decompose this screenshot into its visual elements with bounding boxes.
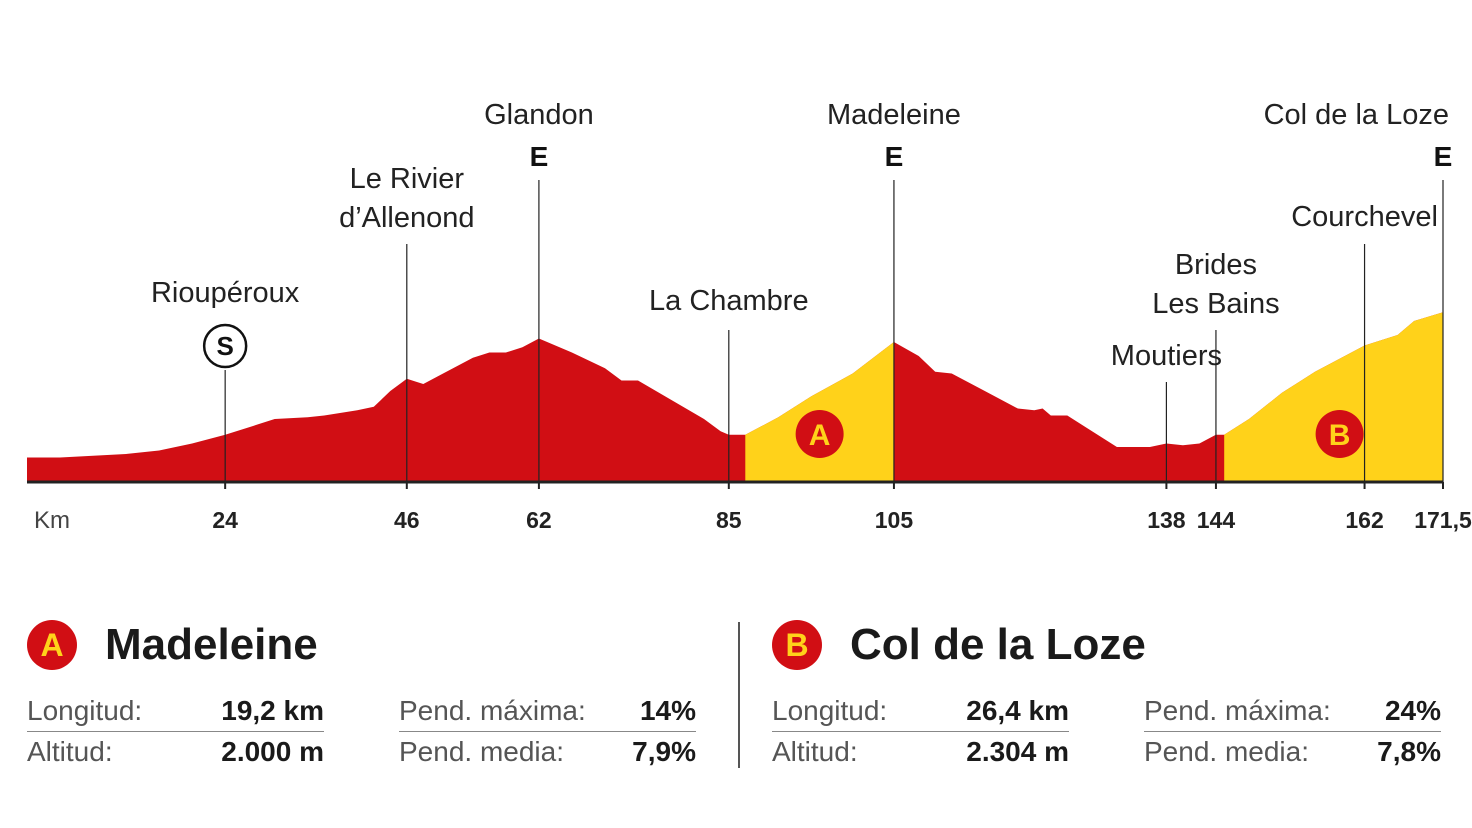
climb-panel-madeleine: A Madeleine Longitud: 19,2 km Altitud: 2… bbox=[27, 615, 699, 785]
stat-label: Pend. media: bbox=[1144, 736, 1309, 767]
stat-value: 2.000 m bbox=[221, 736, 324, 767]
stat-row-pend-media: Pend. media: 7,9% bbox=[399, 732, 696, 772]
place-label-brides-les-bains: Brides bbox=[1175, 249, 1257, 281]
climb-badge-b: B bbox=[772, 620, 822, 670]
place-label-col-de-la-loze: Col de la Loze bbox=[1264, 99, 1449, 131]
stat-row-pend-media: Pend. media: 7,8% bbox=[1144, 732, 1441, 772]
stat-label: Altitud: bbox=[772, 736, 858, 767]
x-tick-label: 171,5 bbox=[1414, 507, 1472, 533]
x-tick-label: 85 bbox=[716, 507, 742, 533]
climb-title: Col de la Loze bbox=[850, 620, 1146, 669]
stat-label: Altitud: bbox=[27, 736, 113, 767]
panel-divider bbox=[738, 622, 740, 768]
profile-area bbox=[27, 312, 1443, 482]
x-tick-label: 62 bbox=[526, 507, 552, 533]
place-label-le-rivier-d-allenond: Le Rivier bbox=[350, 163, 465, 195]
summit-marker-e: E bbox=[1434, 141, 1453, 172]
climb-a-badge bbox=[795, 410, 844, 458]
x-tick-label: 162 bbox=[1345, 507, 1383, 533]
x-tick-label: 138 bbox=[1147, 507, 1186, 533]
place-label-glandon: Glandon bbox=[484, 99, 594, 131]
climb-b-badge-text: B bbox=[1329, 419, 1351, 452]
start-marker bbox=[202, 323, 248, 369]
elevation-profile-chart: A B 24 46 62 85 105 138 144 162 171,5 Rioupéroux S… bbox=[27, 99, 1472, 534]
summit-marker-e: E bbox=[530, 141, 549, 172]
stats-column-1: Longitud: 19,2 km Altitud: 2.000 m bbox=[27, 691, 324, 772]
stat-label: Longitud: bbox=[27, 695, 143, 726]
climb-panel-col-de-la-loze: B Col de la Loze Longitud: 26,4 km Altit… bbox=[772, 615, 1444, 785]
x-tick-label: 24 bbox=[212, 507, 238, 533]
stat-value: 7,8% bbox=[1377, 736, 1441, 767]
stat-value: 2.304 m bbox=[966, 736, 1069, 767]
start-marker-text: S bbox=[216, 331, 233, 361]
stat-row-pend-maxima: Pend. máxima: 24% bbox=[1144, 691, 1441, 732]
place-label-moutiers: Moutiers bbox=[1111, 340, 1222, 372]
stat-value: 24% bbox=[1384, 695, 1441, 726]
climb-b-badge bbox=[1315, 410, 1364, 458]
x-tick-label: 46 bbox=[394, 507, 420, 533]
stat-value: 14% bbox=[639, 695, 696, 726]
stat-row-longitud: Longitud: 26,4 km bbox=[772, 691, 1069, 732]
climb-a-badge-text: A bbox=[809, 419, 831, 452]
stat-row-altitud: Altitud: 2.304 m bbox=[772, 732, 1069, 772]
stat-label: Pend. máxima: bbox=[1144, 695, 1331, 726]
stats-column-2: Pend. máxima: 14% Pend. media: 7,9% bbox=[399, 691, 696, 772]
stats-column-1: Longitud: 26,4 km Altitud: 2.304 m bbox=[772, 691, 1069, 772]
stat-label: Pend. media: bbox=[399, 736, 564, 767]
summit-marker-e: E bbox=[885, 141, 904, 172]
climb-badge-a: A bbox=[27, 620, 77, 670]
stat-label: Pend. máxima: bbox=[399, 695, 586, 726]
stat-row-longitud: Longitud: 19,2 km bbox=[27, 691, 324, 732]
climb-header: A Madeleine bbox=[27, 615, 318, 675]
place-label-le-rivier-d-allenond: d’Allenond bbox=[339, 202, 474, 234]
place-label-brides-les-bains: Les Bains bbox=[1152, 288, 1279, 320]
km-axis-label: Km bbox=[34, 507, 70, 534]
climb-header: B Col de la Loze bbox=[772, 615, 1146, 675]
x-tick-label: 105 bbox=[875, 507, 914, 533]
place-label-madeleine: Madeleine bbox=[827, 99, 961, 131]
stat-label: Longitud: bbox=[772, 695, 888, 726]
stat-value: 26,4 km bbox=[966, 695, 1069, 726]
climb-b-area bbox=[1224, 312, 1443, 482]
x-tick-label: 144 bbox=[1197, 507, 1236, 533]
place-label-rioup-roux: Rioupéroux bbox=[151, 277, 300, 309]
place-label-courchevel: Courchevel bbox=[1291, 201, 1438, 233]
stats-column-2: Pend. máxima: 24% Pend. media: 7,8% bbox=[1144, 691, 1441, 772]
stat-row-pend-maxima: Pend. máxima: 14% bbox=[399, 691, 696, 732]
stat-row-altitud: Altitud: 2.000 m bbox=[27, 732, 324, 772]
stat-value: 19,2 km bbox=[221, 695, 324, 726]
climb-title: Madeleine bbox=[105, 620, 318, 669]
stat-value: 7,9% bbox=[632, 736, 696, 767]
place-label-la-chambre: La Chambre bbox=[649, 285, 809, 317]
